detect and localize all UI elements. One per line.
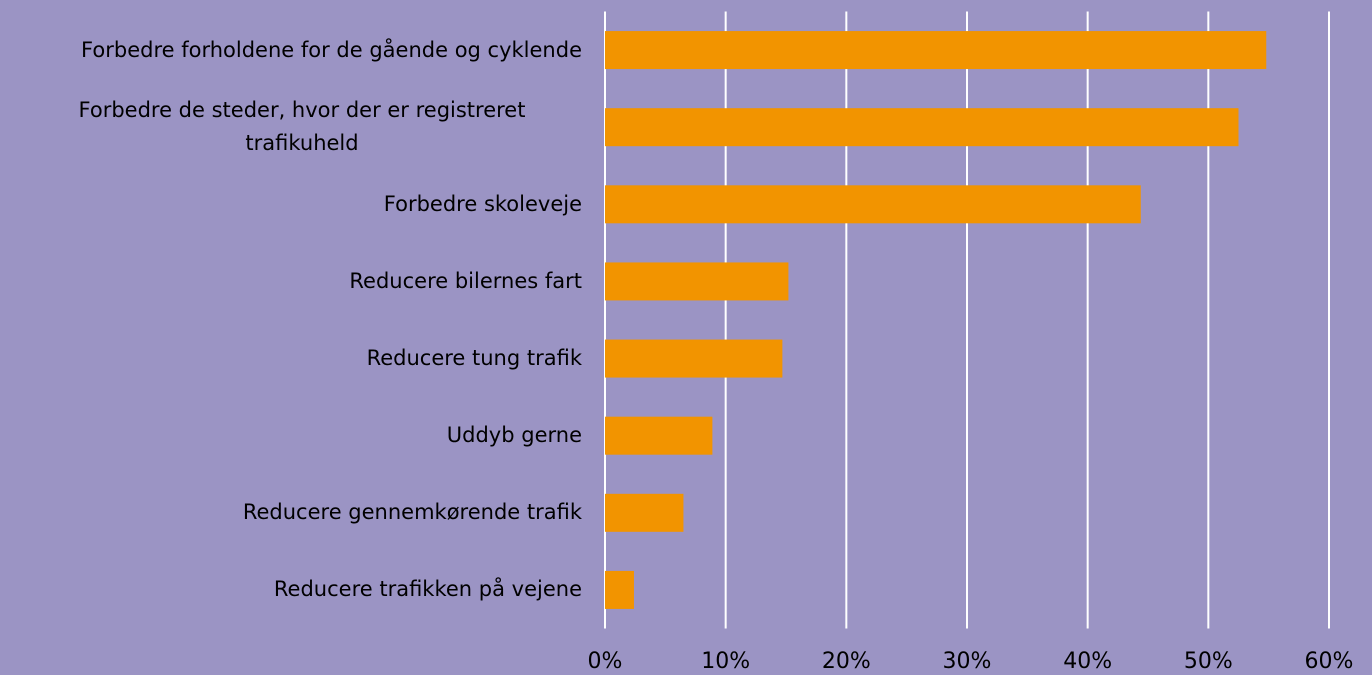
category-label-box: Forbedre forholdene for de gående og cyk…: [0, 10, 582, 90]
y-tick-label: Uddyb gerne: [446, 423, 582, 448]
category-label-box: Reducere bilernes fart: [0, 241, 582, 321]
x-tick-label: 0%: [588, 649, 623, 674]
y-tick-label: Reducere bilernes fart: [349, 268, 582, 293]
x-tick-label: 50%: [1184, 649, 1233, 674]
y-tick-label: Forbedre skoleveje: [383, 191, 582, 216]
x-tick-label: 40%: [1063, 649, 1112, 674]
x-tick-label: 20%: [822, 649, 871, 674]
y-tick-label: Reducere tung trafik: [366, 346, 582, 371]
category-label-box: Reducere gennemkørende trafik: [0, 473, 582, 553]
bar: [605, 493, 684, 532]
bar: [605, 339, 783, 378]
y-tick-label: Forbedre de steder, hvor der er registre…: [78, 98, 526, 156]
y-tick-label: Reducere gennemkørende trafik: [242, 500, 582, 525]
x-tick-label: 60%: [1305, 649, 1354, 674]
y-tick-label: Reducere trafikken på vejene: [273, 577, 582, 602]
category-label-box: Forbedre skoleveje: [0, 164, 582, 244]
bar: [605, 262, 789, 301]
bar: [605, 31, 1267, 70]
category-label-box: Uddyb gerne: [0, 396, 582, 476]
bar: [605, 570, 634, 609]
category-label-box: Forbedre de steder, hvor der er registre…: [0, 87, 582, 167]
bar: [605, 108, 1239, 147]
bar: [605, 416, 713, 455]
category-label-box: Reducere trafikken på vejene: [0, 550, 582, 630]
x-tick-label: 30%: [943, 649, 992, 674]
y-tick-label: Forbedre forholdene for de gående og cyk…: [81, 37, 582, 62]
x-tick-label: 10%: [701, 649, 750, 674]
category-label-box: Reducere tung trafik: [0, 319, 582, 399]
bar: [605, 185, 1141, 224]
